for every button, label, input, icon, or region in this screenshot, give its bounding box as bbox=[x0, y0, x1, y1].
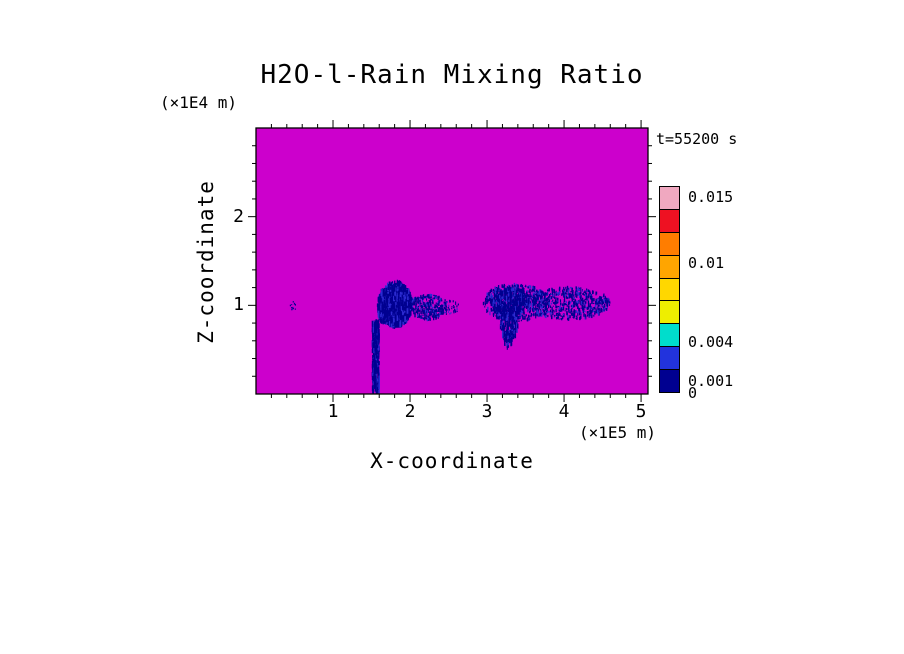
colorbar-segment bbox=[660, 255, 679, 279]
rain-speckles bbox=[289, 279, 611, 394]
colorbar-segment bbox=[660, 209, 679, 233]
z-axis-label: Z-coordinate bbox=[194, 180, 218, 344]
colorbar-label: 0.01 bbox=[688, 254, 725, 272]
colorbar-label: 0 bbox=[688, 384, 698, 402]
colorbar-label: 0.004 bbox=[688, 333, 734, 352]
x-tick-label: 4 bbox=[558, 401, 570, 422]
x-tick-label: 1 bbox=[327, 401, 339, 422]
colorbar bbox=[659, 186, 680, 393]
colorbar-label: 0.001 bbox=[688, 371, 734, 390]
x-tick-label: 2 bbox=[404, 401, 416, 422]
colorbar-segment bbox=[660, 301, 679, 325]
x-tick-label: 5 bbox=[635, 401, 647, 422]
x-axis-label: X-coordinate bbox=[370, 449, 534, 473]
colorbar-segment bbox=[660, 324, 679, 348]
plot-frame bbox=[255, 127, 649, 395]
axis-ticks bbox=[248, 120, 656, 402]
colorbar-segment bbox=[660, 232, 679, 256]
plot-background bbox=[256, 128, 648, 394]
colorbar-segment bbox=[660, 370, 679, 393]
colorbar-segment bbox=[660, 347, 679, 371]
timestamp-label: t=55200 s bbox=[656, 130, 738, 148]
colorbar-label: 0.015 bbox=[688, 187, 734, 206]
z-tick-label: 2 bbox=[233, 205, 244, 227]
x-axis-unit: (×1E5 m) bbox=[578, 423, 656, 442]
z-axis-unit: (×1E4 m) bbox=[160, 93, 238, 112]
chart-title: H2O-l-Rain Mixing Ratio bbox=[260, 60, 644, 90]
x-tick-label: 3 bbox=[481, 401, 493, 422]
colorbar-segment bbox=[660, 278, 679, 302]
z-tick-label: 1 bbox=[233, 294, 244, 316]
colorbar-segment bbox=[660, 187, 679, 210]
